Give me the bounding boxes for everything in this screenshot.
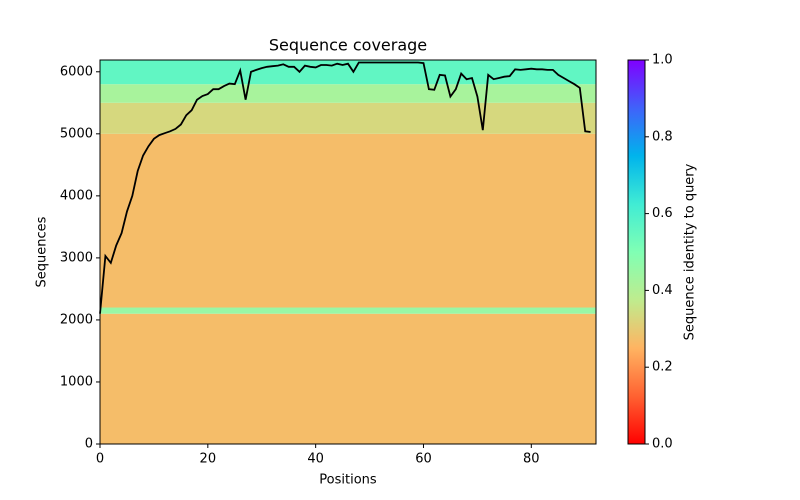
coverage-band	[100, 84, 596, 103]
x-axis-label: Positions	[319, 473, 377, 488]
colorbar-tick-label: 0.6	[652, 206, 673, 221]
coverage-band	[100, 307, 596, 314]
colorbar	[627, 59, 646, 445]
colorbar-label: Sequence identity to query	[683, 163, 698, 340]
colorbar-tick-label: 0.4	[652, 283, 673, 298]
y-tick-label: 3000	[60, 250, 93, 265]
y-axis-label: Sequences	[35, 216, 50, 287]
x-tick-label: 40	[307, 452, 324, 467]
y-tick-label: 5000	[60, 126, 93, 141]
colorbar-tick-label: 0.0	[652, 437, 673, 452]
plot-frame	[99, 59, 597, 445]
colorbar-tick-label: 0.8	[652, 129, 673, 144]
y-tick-label: 1000	[60, 374, 93, 389]
y-tick-label: 0	[85, 437, 93, 452]
x-tick-label: 80	[523, 452, 540, 467]
coverage-line	[99, 61, 591, 314]
coverage-band	[100, 102, 596, 134]
y-tick-label: 2000	[60, 312, 93, 327]
chart-title: Sequence coverage	[269, 36, 427, 55]
x-tick-label: 0	[96, 452, 104, 467]
colorbar-tick-label: 1.0	[652, 53, 673, 68]
x-tick-label: 60	[415, 452, 432, 467]
y-tick-label: 4000	[60, 188, 93, 203]
coverage-band	[100, 313, 596, 444]
x-tick-label: 20	[200, 452, 217, 467]
coverage-band	[100, 133, 596, 308]
colorbar-tick-label: 0.2	[652, 360, 673, 375]
y-tick-label: 6000	[60, 64, 93, 79]
